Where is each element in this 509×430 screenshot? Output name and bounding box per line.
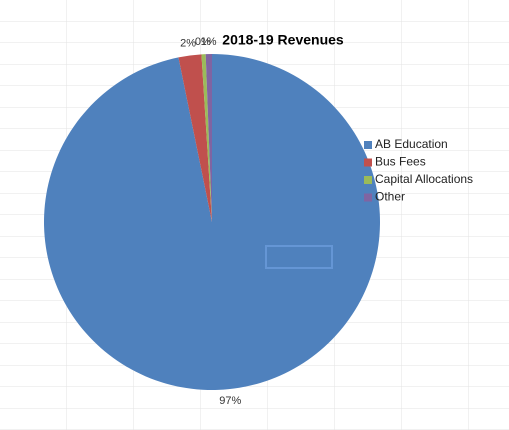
legend-label: Other <box>375 190 405 204</box>
pie-slice <box>178 54 212 222</box>
selection-box <box>265 245 333 269</box>
legend-swatch <box>364 141 372 149</box>
chart-title: 2018-19 Revenues <box>222 32 344 48</box>
pie-slice <box>205 54 212 222</box>
data-label: 1% <box>201 36 217 48</box>
legend-swatch <box>364 193 372 202</box>
data-label: 97% <box>219 395 241 407</box>
pie-slice <box>201 54 212 222</box>
pie: 97% 2%0%1% <box>43 36 380 407</box>
data-label: 2% <box>180 37 196 49</box>
legend-label: AB Education <box>375 137 448 151</box>
legend-swatch <box>364 158 372 167</box>
legend-label: Capital Allocations <box>375 172 473 186</box>
legend: AB Education Bus Fees Capital Allocations O… <box>364 137 473 204</box>
legend-swatch <box>364 176 372 184</box>
legend-label: Bus Fees <box>375 155 426 169</box>
data-label: 0% <box>195 36 211 48</box>
